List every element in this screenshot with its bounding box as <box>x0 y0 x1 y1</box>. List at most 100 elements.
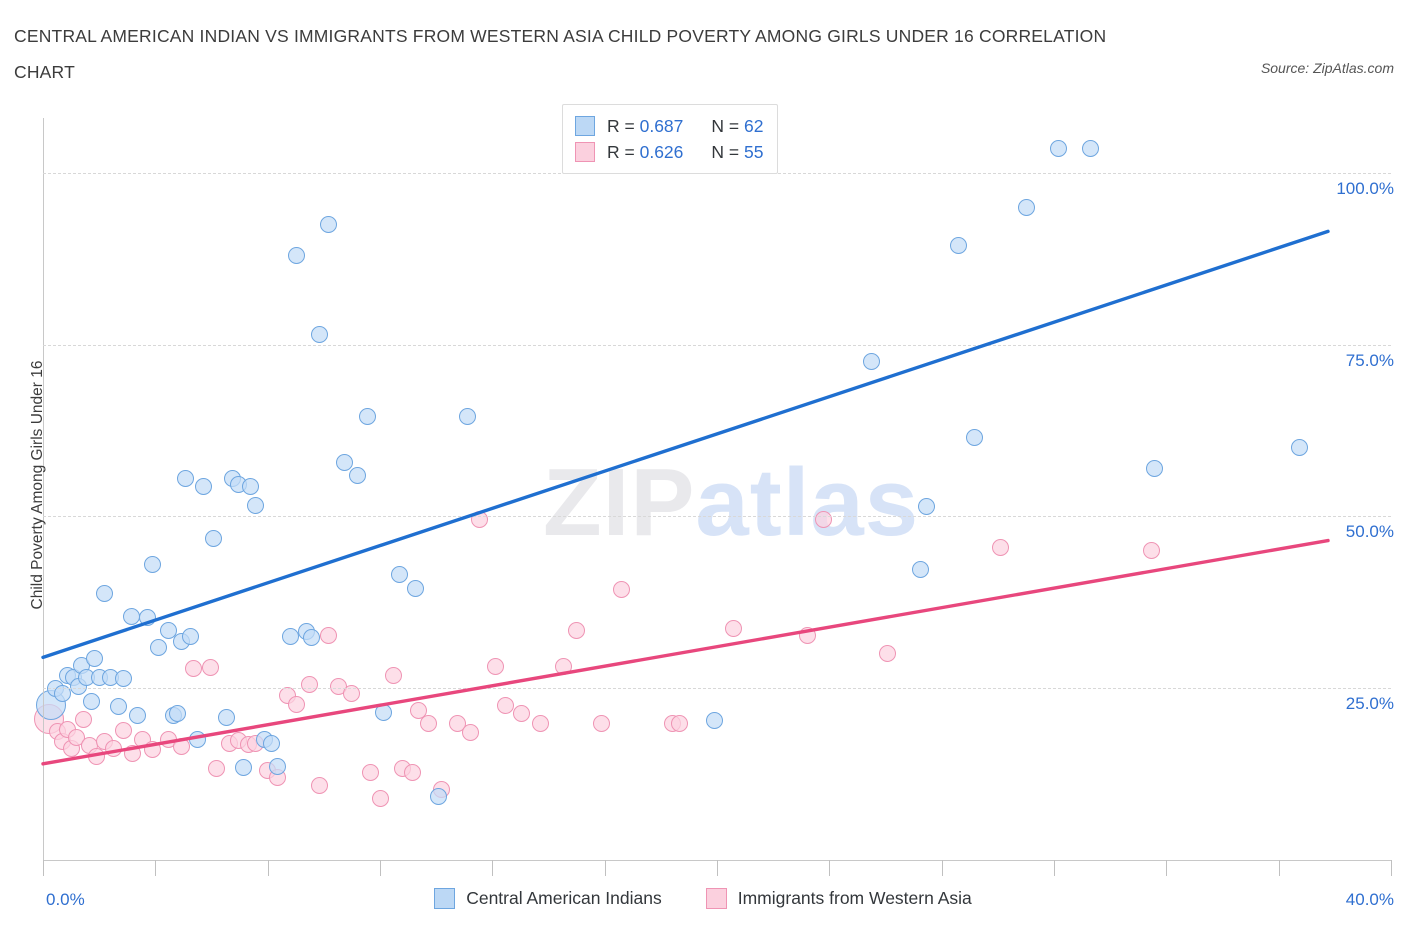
data-point <box>143 740 161 758</box>
x-tick-3 <box>380 860 381 876</box>
legend-item-immigrants-western-asia[interactable]: Immigrants from Western Asia <box>705 888 972 909</box>
data-point <box>241 478 259 496</box>
data-point <box>246 496 264 514</box>
source-attribution: Source: ZipAtlas.com <box>1260 60 1394 76</box>
data-point <box>217 708 235 726</box>
stats-n-value-blue: 62 <box>743 115 764 136</box>
y-tick-label-50: 50.0% <box>1345 522 1394 542</box>
legend-item-central-american-indians[interactable]: Central American Indians <box>434 888 662 909</box>
x-axis-max-label: 40.0% <box>1345 890 1394 909</box>
x-tick-10 <box>1166 860 1168 876</box>
data-point <box>349 466 367 484</box>
stats-n-pink: N = 55 <box>711 141 764 162</box>
data-point <box>420 714 437 732</box>
watermark-zip: ZIP <box>543 449 696 556</box>
data-point <box>917 497 935 515</box>
y-tick-label-75: 75.0% <box>1345 350 1394 370</box>
stats-r-blue: R = 0.687 <box>607 115 684 136</box>
x-tick-4 <box>492 860 494 876</box>
x-tick-6 <box>717 860 718 876</box>
legend-label-immigrants-western-asia: Immigrants from Western Asia <box>737 888 972 908</box>
data-point <box>950 236 968 254</box>
data-point <box>320 626 338 644</box>
chart-title-line-1: CENTRAL AMERICAN INDIAN VS IMMIGRANTS FR… <box>14 26 1107 46</box>
data-point <box>1049 140 1067 158</box>
legend-swatch-central-american-indians <box>434 888 456 909</box>
data-point <box>966 428 984 446</box>
stats-n-blue: N = 62 <box>711 115 764 136</box>
gridline-25 <box>43 688 1391 690</box>
data-point <box>262 734 280 752</box>
stats-r-value-pink: 0.626 <box>639 141 684 162</box>
data-point <box>235 758 253 776</box>
data-point <box>172 738 190 756</box>
x-tick-11 <box>1278 860 1280 876</box>
data-point <box>342 684 360 702</box>
x-tick-0 <box>43 860 44 876</box>
data-point <box>85 650 103 668</box>
legend-swatch-immigrants-western-asia <box>705 888 727 909</box>
watermark-atlas: atlas <box>695 449 920 556</box>
x-tick-1 <box>155 860 157 876</box>
x-tick-12 <box>1391 860 1392 876</box>
data-point <box>725 619 743 637</box>
data-point <box>320 215 338 233</box>
data-point <box>122 608 140 626</box>
chart-title: CENTRAL AMERICAN INDIAN VS IMMIGRANTS FR… <box>14 18 1194 90</box>
data-point <box>513 705 531 723</box>
data-point <box>95 584 113 602</box>
data-point <box>138 608 156 626</box>
stats-swatch-blue <box>575 116 595 136</box>
data-point <box>358 408 376 426</box>
data-point <box>281 628 299 646</box>
data-point <box>185 659 203 677</box>
data-point <box>705 712 723 730</box>
data-point <box>109 697 127 715</box>
data-point <box>371 789 389 807</box>
x-tick-2 <box>267 860 269 876</box>
data-point <box>87 748 105 766</box>
data-point <box>82 693 100 711</box>
x-tick-9 <box>1054 860 1055 876</box>
y-tick-label-25: 25.0% <box>1345 694 1394 714</box>
data-point <box>143 556 161 574</box>
data-point <box>207 760 225 778</box>
stats-r-pink: R = 0.626 <box>607 141 684 162</box>
data-point <box>911 560 929 578</box>
data-point <box>288 246 306 264</box>
data-point <box>458 408 476 426</box>
data-point <box>301 676 319 694</box>
data-point <box>53 684 71 702</box>
data-point <box>204 529 222 547</box>
data-point <box>554 657 572 675</box>
chart-title-line-2: CHART <box>14 62 75 82</box>
data-point <box>105 740 123 758</box>
data-point <box>391 566 409 584</box>
stats-row-pink: R = 0.626 N = 55 <box>575 139 763 165</box>
x-tick-8 <box>941 860 943 876</box>
y-tick-label-100: 100.0% <box>1336 178 1394 198</box>
data-point <box>1017 198 1035 216</box>
data-point <box>375 703 393 721</box>
data-point <box>407 580 425 598</box>
data-point <box>302 628 320 646</box>
data-point <box>182 627 200 645</box>
stats-r-value-blue: 0.687 <box>639 115 684 136</box>
data-point <box>310 325 328 343</box>
data-point <box>429 787 447 805</box>
data-point <box>1290 439 1308 457</box>
data-point <box>195 478 213 496</box>
data-point <box>879 645 897 663</box>
legend-label-central-american-indians: Central American Indians <box>466 888 662 908</box>
data-point <box>1146 459 1164 477</box>
data-point <box>310 777 328 795</box>
data-point <box>403 763 421 781</box>
data-point <box>114 670 132 688</box>
data-point <box>188 731 206 749</box>
data-point <box>129 707 147 725</box>
stats-row-blue: R = 0.687 N = 62 <box>575 113 763 139</box>
data-point <box>532 714 550 732</box>
data-point <box>567 622 585 640</box>
data-point <box>612 580 630 598</box>
